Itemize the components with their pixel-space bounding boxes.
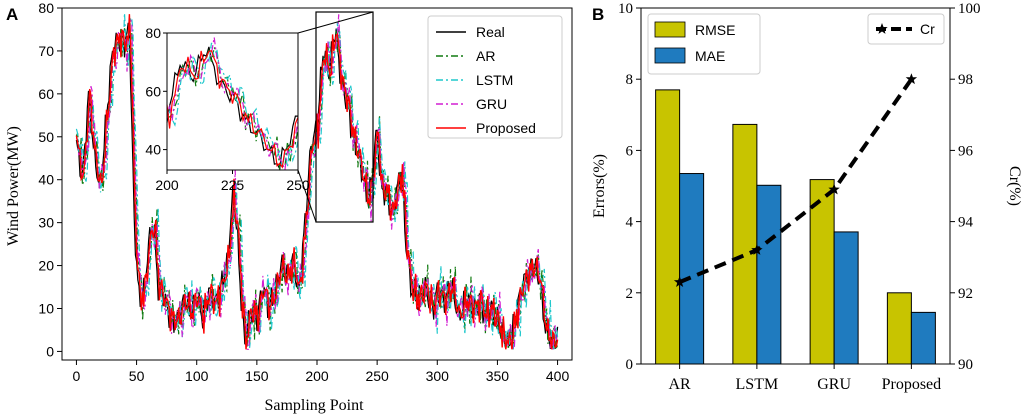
y-tick-label: 6 [626, 143, 634, 159]
y-tick-label: 0 [46, 343, 54, 359]
cr-line [678, 78, 914, 284]
x-tick-label: 50 [129, 368, 145, 384]
legend-label-lstm: LSTM [476, 72, 513, 88]
inset-x-tick-label: 225 [221, 177, 245, 193]
y-tick-label: 10 [38, 300, 54, 316]
x-tick-label: 100 [185, 368, 209, 384]
y-tick-label: 30 [38, 215, 54, 231]
x-tick-label-ar: AR [669, 376, 692, 393]
x-tick-label: 250 [365, 368, 389, 384]
y-tick-label: 10 [618, 1, 633, 17]
legend-swatch-rmse [654, 21, 686, 38]
cr-marker-lstm [751, 244, 763, 255]
legend-label-proposed: Proposed [476, 120, 536, 136]
y2-tick-label: 90 [958, 357, 973, 373]
panel-b: B 0 2 4 6 8 10 90 92 94 96 98 100 AR LSTM GRU Propose… [591, 1, 1023, 393]
cr-marker-proposed [905, 73, 918, 85]
x-tick-label: 150 [245, 368, 269, 384]
y2-tick-label: 98 [958, 72, 973, 88]
inset-x-ticks: 200 225 250 [155, 170, 310, 193]
x-tick-label: 300 [426, 368, 450, 384]
panel-b-bars [655, 89, 936, 365]
panel-b-line-legend: Cr [867, 13, 945, 45]
panel-a: A 0 50 100 150 200 250 300 350 400 0 10 20 30 40 50 60… [5, 0, 573, 414]
inset-y-ticks: 40 60 80 [145, 25, 167, 158]
x-tick-label: 0 [73, 368, 81, 384]
y2-tick-label: 100 [958, 1, 981, 17]
legend-label-real: Real [476, 24, 505, 40]
inset-chart: 200 225 250 40 60 80 [145, 25, 309, 193]
x-tick-label: 400 [546, 368, 570, 384]
y-tick-label: 40 [38, 172, 54, 188]
panel-a-x-ticks: 0 50 100 150 200 250 300 350 400 [73, 360, 570, 384]
panel-b-cr-line [673, 73, 918, 287]
x-tick-label-lstm: LSTM [736, 376, 779, 393]
y-tick-label: 80 [38, 0, 54, 16]
legend-label-gru: GRU [476, 96, 507, 112]
legend-label-mae: MAE [695, 48, 725, 64]
panel-b-x-ticks: AR LSTM GRU Proposed [669, 364, 942, 393]
zoom-region-box [315, 11, 374, 223]
panel-b-bar-legend: RMSE MAE [647, 13, 761, 75]
zoom-connector-bottom [297, 169, 317, 223]
panel-b-frame [640, 7, 951, 365]
inset-y-tick-label: 80 [145, 25, 161, 41]
bar-rmse-lstm [732, 123, 758, 365]
panel-a-label: A [6, 5, 18, 24]
inset-x-tick-label: 250 [286, 177, 310, 193]
inset-x-tick-label: 200 [155, 177, 179, 193]
cr-marker-gru [828, 183, 840, 195]
y2-tick-label: 96 [958, 143, 974, 159]
panel-a-y-ticks: 0 10 20 30 40 50 60 70 80 [38, 0, 62, 359]
legend-label-ar: AR [476, 48, 495, 64]
inset-y-tick-label: 60 [145, 83, 161, 99]
inset-series [166, 37, 299, 171]
panel-b-y2-axis-label: Cr(%) [1006, 166, 1023, 206]
legend-label-rmse: RMSE [695, 22, 735, 38]
bar-mae-proposed [910, 311, 936, 365]
y-tick-label: 0 [626, 357, 634, 373]
panel-a-legend: Real AR LSTM GRU Proposed [427, 15, 563, 139]
inset-line-gru [166, 37, 299, 171]
y-tick-label: 8 [626, 72, 634, 88]
bar-mae-lstm [756, 184, 782, 365]
bar-rmse-ar [655, 89, 681, 365]
bar-rmse-proposed [886, 292, 912, 365]
legend-swatch-mae [654, 47, 686, 64]
zoom-connector-top [297, 11, 374, 34]
panel-b-left-y-ticks: 0 2 4 6 8 10 [618, 1, 641, 373]
bar-mae-gru [833, 231, 859, 365]
cr-marker-ar [673, 276, 686, 287]
x-tick-label-proposed: Proposed [882, 376, 942, 393]
legend-marker-cr [876, 23, 888, 34]
panel-a-x-axis-label: Sampling Point [264, 397, 364, 414]
y2-tick-label: 94 [958, 215, 974, 231]
y-tick-label: 4 [626, 215, 634, 231]
y-tick-label: 60 [38, 86, 54, 102]
inset-y-tick-label: 40 [145, 142, 161, 158]
x-tick-label-gru: GRU [817, 376, 851, 393]
x-tick-label: 350 [486, 368, 510, 384]
panel-b-y-axis-label: Errors(%) [591, 154, 608, 218]
panel-b-label: B [592, 5, 604, 24]
legend-label-cr: Cr [920, 21, 935, 37]
panel-b-right-y-ticks: 90 92 94 96 98 100 [950, 1, 981, 373]
x-tick-label: 200 [305, 368, 329, 384]
series-line-proposed [75, 14, 559, 350]
bar-rmse-gru [809, 179, 835, 365]
y-tick-label: 20 [38, 258, 54, 274]
panel-a-y-axis-label: Wind Power(MW) [5, 126, 22, 246]
panel-a-legend-box [427, 15, 563, 139]
inset-line-proposed [166, 50, 299, 169]
series-line-ar [75, 20, 559, 350]
panel-a-series [75, 13, 559, 352]
y2-tick-label: 92 [958, 286, 973, 302]
y-tick-label: 50 [38, 129, 54, 145]
y-tick-label: 2 [626, 286, 634, 302]
bar-mae-ar [679, 173, 705, 365]
y-tick-label: 70 [38, 43, 54, 59]
